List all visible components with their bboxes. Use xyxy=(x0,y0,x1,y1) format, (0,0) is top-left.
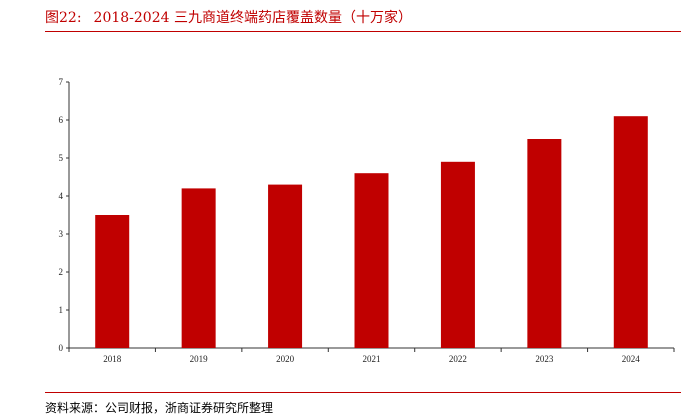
x-tick-label: 2024 xyxy=(622,354,641,364)
bar-2024 xyxy=(613,116,648,348)
figure-title: 2018-2024 三九商道终端药店覆盖数量（十万家） xyxy=(93,10,412,26)
y-tick-label: 6 xyxy=(59,115,64,125)
figure-label: 图22: xyxy=(45,10,82,26)
bar-2019 xyxy=(181,188,216,348)
y-tick-label: 5 xyxy=(59,153,64,163)
x-tick-label: 2021 xyxy=(363,354,381,364)
x-tick-label: 2022 xyxy=(449,354,467,364)
x-tick-label: 2019 xyxy=(190,354,209,364)
bar-2020 xyxy=(268,184,303,348)
bar-2021 xyxy=(354,173,389,348)
x-tick-label: 2023 xyxy=(535,354,554,364)
chart-title: 图22: 2018-2024 三九商道终端药店覆盖数量（十万家） xyxy=(45,7,424,27)
title-divider xyxy=(45,31,681,32)
bar-2023 xyxy=(527,139,562,348)
x-tick-label: 2018 xyxy=(103,354,122,364)
x-tick-label: 2020 xyxy=(276,354,295,364)
y-tick-label: 4 xyxy=(59,191,64,201)
bar-2018 xyxy=(95,215,130,348)
y-tick-label: 1 xyxy=(59,305,64,315)
y-tick-label: 0 xyxy=(59,343,64,353)
y-tick-label: 2 xyxy=(59,267,64,277)
footer-divider xyxy=(45,392,681,393)
bar-2022 xyxy=(440,161,475,348)
source-note: 资料来源：公司财报，浙商证券研究所整理 xyxy=(45,401,274,415)
y-tick-label: 7 xyxy=(59,77,64,87)
y-tick-label: 3 xyxy=(59,229,64,239)
